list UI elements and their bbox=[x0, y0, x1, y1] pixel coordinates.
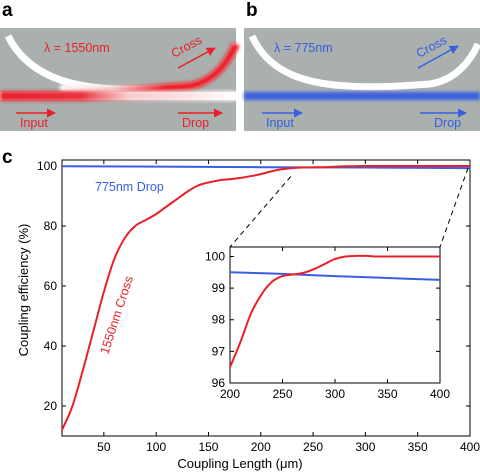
main-x-tick-label: 400 bbox=[460, 440, 480, 454]
inset-x-tick-label: 300 bbox=[325, 387, 345, 401]
red-series-label: 1550nm Cross bbox=[98, 274, 136, 356]
inset-x-tick-label: 250 bbox=[272, 387, 292, 401]
panel-b-cross-arrow bbox=[417, 45, 459, 69]
panel-a-letter: a bbox=[2, 0, 13, 21]
inset-y-tick-label: 97 bbox=[212, 344, 226, 358]
blue-series-label: 775nm Drop bbox=[95, 180, 164, 194]
panel-a-cross-arrow bbox=[177, 47, 216, 69]
panel-a: a λ = 1550nm Cross Input Drop bbox=[0, 0, 240, 131]
main-x-tick-label: 150 bbox=[198, 440, 218, 454]
main-y-tick-label: 40 bbox=[44, 339, 58, 353]
inset-series-line-0 bbox=[229, 271, 441, 281]
inset-y-tick-label: 98 bbox=[212, 313, 226, 327]
inset-x-tick-label: 350 bbox=[377, 387, 397, 401]
main-x-tick-label: 300 bbox=[355, 440, 375, 454]
inset-y-tick-label: 96 bbox=[212, 376, 226, 390]
inset-series-line-1 bbox=[229, 254, 440, 368]
inset-ticks: 200 250 300 350 400 96 97 98 99 100 bbox=[205, 247, 450, 401]
panel-b-drop-label: Drop bbox=[434, 116, 461, 130]
panel-b-wavelength: λ = 775nm bbox=[274, 41, 333, 55]
main-x-tick-label: 100 bbox=[146, 440, 166, 454]
x-axis-label: Coupling Length (μm) bbox=[177, 456, 302, 471]
panel-a-input-label: Input bbox=[20, 116, 48, 130]
panel-a-cross-light bbox=[59, 42, 240, 94]
zoom-connector-left bbox=[229, 176, 292, 248]
main-x-tick-label: 350 bbox=[408, 440, 428, 454]
panel-b-bus-light bbox=[244, 92, 480, 100]
main-chart: 50 100 150 200 250 300 350 400 20 40 60 80 100 bbox=[37, 159, 480, 454]
inset-chart: 200 250 300 350 400 96 97 98 99 100 bbox=[205, 246, 450, 401]
panel-a-background bbox=[0, 28, 236, 131]
main-series bbox=[61, 165, 471, 431]
main-x-tick-label: 200 bbox=[251, 440, 271, 454]
main-y-tick-label: 60 bbox=[44, 279, 58, 293]
panel-c-letter: c bbox=[2, 147, 13, 168]
zoom-connector-right bbox=[439, 167, 469, 248]
panel-b-letter: b bbox=[246, 0, 258, 21]
panel-c: c 50 100 150 200 250 300 350 400 20 40 60 80 100 Cou… bbox=[2, 147, 480, 471]
y-axis-label: Coupling efficiency (%) bbox=[16, 224, 31, 357]
main-y-tick-label: 20 bbox=[44, 399, 58, 413]
panel-b-cross-waveguide bbox=[248, 34, 480, 91]
panel-b-input-label: Input bbox=[266, 116, 294, 130]
main-series-line-1 bbox=[61, 165, 470, 431]
inset-y-tick-label: 100 bbox=[205, 249, 225, 263]
panel-a-drop-label: Drop bbox=[182, 116, 209, 130]
panel-a-bus-light bbox=[0, 91, 236, 101]
main-y-tick-label: 100 bbox=[37, 159, 57, 173]
main-y-tick-label: 80 bbox=[44, 219, 58, 233]
main-ticks: 50 100 150 200 250 300 350 400 20 40 60 80 100 bbox=[37, 159, 480, 454]
inset-background bbox=[230, 247, 440, 383]
panel-b: b λ = 775nm Cross Input Drop bbox=[244, 0, 480, 131]
main-x-tick-label: 50 bbox=[97, 440, 111, 454]
main-x-tick-label: 250 bbox=[303, 440, 323, 454]
inset-series bbox=[229, 254, 441, 368]
inset-x-tick-label: 200 bbox=[220, 387, 240, 401]
main-plot-frame bbox=[61, 159, 471, 437]
panel-a-wavelength: λ = 1550nm bbox=[44, 41, 110, 55]
inset-x-tick-label: 400 bbox=[430, 387, 450, 401]
inset-y-tick-label: 99 bbox=[212, 281, 226, 295]
main-series-line-0 bbox=[61, 165, 471, 170]
